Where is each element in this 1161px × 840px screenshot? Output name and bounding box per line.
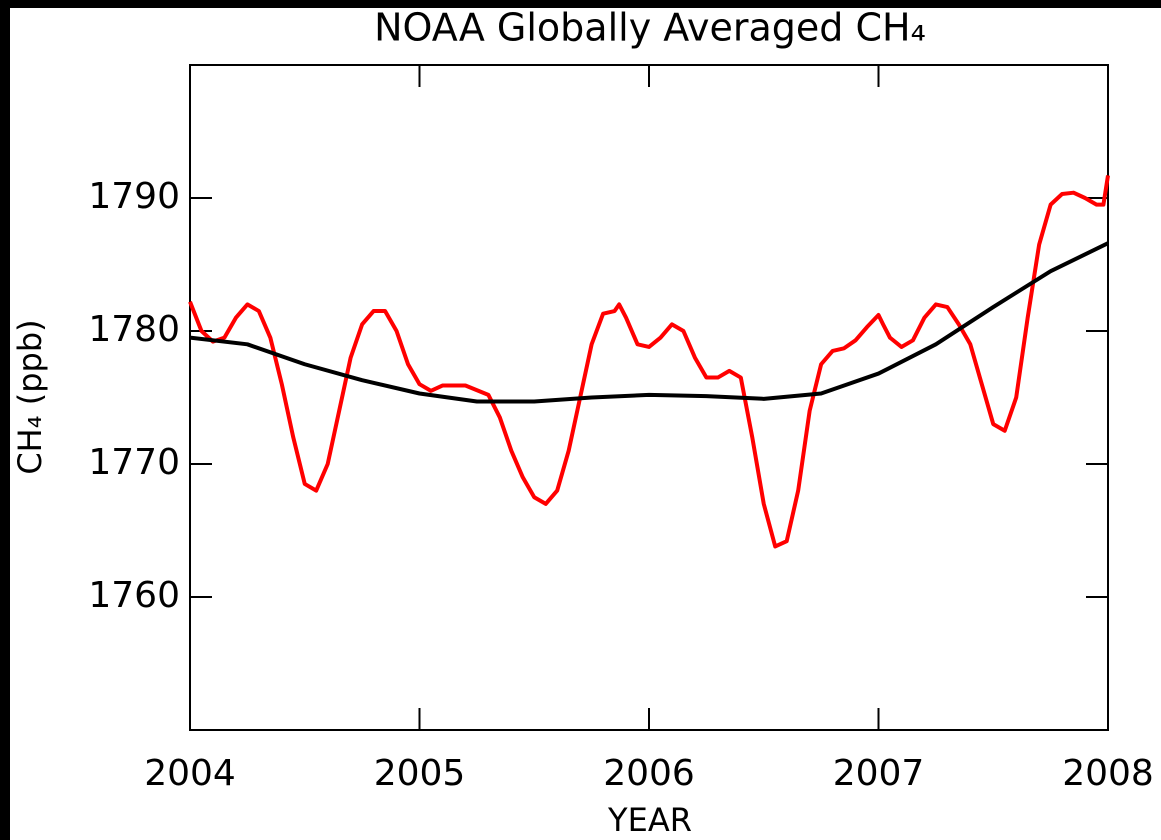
y-tick-label: 1760: [88, 575, 180, 616]
x-tick-label: 2007: [833, 753, 925, 794]
x-tick-label: 2006: [603, 753, 695, 794]
background: [10, 8, 1161, 840]
chart-title: NOAA Globally Averaged CH₄: [374, 6, 926, 50]
x-tick-label: 2004: [144, 753, 236, 794]
y-tick-label: 1770: [88, 442, 180, 483]
y-axis-label: CH₄ (ppb): [11, 319, 49, 474]
y-tick-label: 1780: [88, 309, 180, 350]
y-tick-label: 1790: [88, 176, 180, 217]
chart: NOAA Globally Averaged CH₄ YEAR CH₄ (ppb…: [0, 0, 1161, 840]
x-tick-label: 2008: [1062, 753, 1154, 794]
page: NOAA Globally Averaged CH₄ YEAR CH₄ (ppb…: [0, 0, 1161, 840]
x-tick-label: 2005: [374, 753, 466, 794]
x-axis-label: YEAR: [607, 801, 692, 839]
